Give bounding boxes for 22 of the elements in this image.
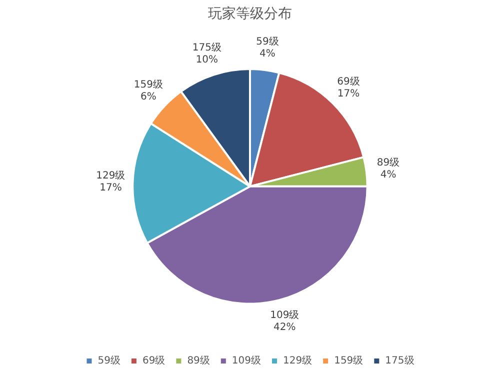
legend-label: 129级 — [283, 354, 312, 367]
legend-label: 69级 — [142, 354, 166, 367]
data-label: 6% — [140, 92, 156, 103]
legend-label: 109级 — [232, 354, 262, 367]
slice-label: 109级 — [270, 308, 300, 321]
data-label: 4% — [260, 48, 276, 60]
data-label: 17% — [337, 88, 360, 100]
slice-label: 159级 — [134, 78, 163, 91]
data-label: 10% — [196, 54, 218, 66]
chart-title: 玩家等级分布 — [208, 6, 292, 22]
legend-label: 89级 — [187, 354, 210, 367]
slice-label: 59级 — [256, 36, 279, 48]
data-label: 4% — [380, 170, 396, 181]
data-label: 42% — [274, 322, 296, 333]
slice-label: 129级 — [96, 170, 126, 182]
slice-label: 175级 — [192, 41, 222, 54]
legend-label: 175级 — [385, 354, 414, 367]
data-label: 17% — [100, 182, 122, 194]
slice-label: 69级 — [337, 75, 360, 88]
slice-label: 89级 — [376, 156, 400, 169]
legend-label: 59级 — [98, 354, 120, 367]
legend-label: 159级 — [334, 354, 364, 367]
